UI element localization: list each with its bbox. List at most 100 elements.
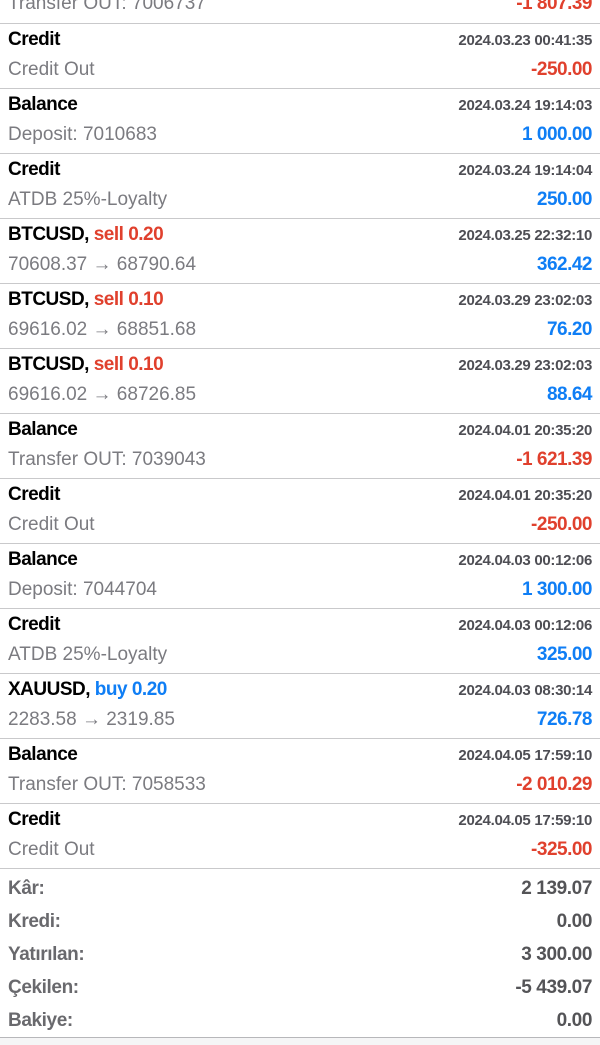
transaction-detail-line: ATDB 25%-Loyalty 325.00: [8, 642, 593, 672]
transaction-header-line: Balance 2024.04.01 20:35:20: [8, 419, 592, 447]
transaction-row[interactable]: Balance 2024.03.24 19:14:03 Deposit: 701…: [0, 89, 600, 154]
transaction-detail: Transfer OUT: 7058533: [8, 774, 206, 795]
transaction-header-line: BTCUSD, sell 0.10 2024.03.29 23:02:03: [8, 354, 592, 382]
transaction-row[interactable]: XAUUSD, buy 0.20 2024.04.03 08:30:14 228…: [0, 674, 600, 739]
transaction-header-line: Credit 2024.04.03 00:12:06: [8, 614, 592, 642]
transaction-row[interactable]: Credit 2024.03.23 00:41:35 Credit Out -2…: [0, 24, 600, 89]
summary-row: Çekilen: -5 439.07: [8, 977, 592, 1010]
transaction-detail: 70608.37 → 68790.64: [8, 254, 197, 275]
transaction-list: Credit 2024.03.23 00:41:35 Credit Out -2…: [0, 24, 600, 869]
transaction-amount: 1 300.00: [522, 579, 592, 600]
transaction-row[interactable]: Balance 2024.04.05 17:59:10 Transfer OUT…: [0, 739, 600, 804]
transaction-detail: 2283.58 → 2319.85: [8, 709, 175, 730]
transaction-row[interactable]: Balance 2024.04.03 00:12:06 Deposit: 704…: [0, 544, 600, 609]
transaction-type: BTCUSD, sell 0.10: [8, 289, 164, 311]
transaction-header-line: XAUUSD, buy 0.20 2024.04.03 08:30:14: [8, 679, 592, 707]
transaction-symbol: Credit: [8, 809, 60, 830]
transaction-amount: -325.00: [531, 839, 592, 860]
transaction-symbol: Credit: [8, 484, 60, 505]
transaction-datetime: 2024.03.29 23:02:03: [458, 357, 592, 374]
transaction-header-line: BTCUSD, sell 0.10 2024.03.29 23:02:03: [8, 289, 592, 317]
transaction-detail: 69616.02 → 68851.68: [8, 319, 197, 340]
transaction-row[interactable]: Credit 2024.04.05 17:59:10 Credit Out -3…: [0, 804, 600, 869]
transaction-header-line: Balance 2024.04.05 17:59:10: [8, 744, 592, 772]
summary-value: -5 439.07: [515, 977, 592, 998]
transaction-type: Credit: [8, 809, 60, 831]
transaction-amount: 726.78: [536, 709, 593, 730]
transaction-action: sell 0.10: [93, 289, 164, 310]
transaction-header-line: Balance 2024.03.24 19:14:03: [8, 94, 592, 122]
transaction-detail-line: ATDB 25%-Loyalty 250.00: [8, 187, 593, 217]
transaction-type: Balance: [8, 549, 78, 571]
transaction-amount: -1 621.39: [516, 449, 592, 470]
transaction-row[interactable]: Credit 2024.04.01 20:35:20 Credit Out -2…: [0, 479, 600, 544]
transaction-detail: Transfer OUT: 7006737: [8, 0, 206, 14]
summary-label: Bakiye:: [8, 1010, 73, 1031]
summary-label: Kredi:: [8, 911, 61, 932]
summary-label: Çekilen:: [8, 977, 79, 998]
transaction-datetime: 2024.04.01 20:35:20: [458, 422, 592, 439]
transaction-amount: 88.64: [546, 384, 593, 405]
transaction-amount: -250.00: [531, 59, 592, 80]
transaction-detail: Credit Out: [8, 839, 95, 860]
summary-row: Bakiye: 0.00: [8, 1010, 592, 1043]
transaction-detail: Deposit: 7010683: [8, 124, 157, 145]
summary-value: 3 300.00: [521, 944, 592, 965]
summary-value: 0.00: [556, 1010, 593, 1031]
transaction-symbol: BTCUSD,: [8, 289, 94, 310]
transaction-detail-line: Transfer OUT: 7039043 -1 621.39: [8, 447, 592, 477]
transaction-amount: 250.00: [536, 189, 593, 210]
transaction-type: Balance: [8, 419, 78, 441]
transaction-detail-line: 2283.58 → 2319.85 726.78: [8, 707, 593, 737]
transaction-detail: ATDB 25%-Loyalty: [8, 189, 168, 210]
transaction-symbol: Credit: [8, 29, 60, 50]
transaction-row[interactable]: BTCUSD, sell 0.10 2024.03.29 23:02:03 69…: [0, 284, 600, 349]
transaction-symbol: Balance: [8, 419, 78, 440]
transaction-detail-line: Transfer OUT: 7058533 -2 010.29: [8, 772, 592, 802]
transaction-symbol: BTCUSD,: [8, 354, 94, 375]
summary-value: 0.00: [556, 911, 593, 932]
transaction-symbol: BTCUSD,: [8, 224, 94, 245]
transaction-datetime: 2024.03.24 19:14:04: [458, 162, 592, 179]
transaction-row[interactable]: BTCUSD, sell 0.10 2024.03.29 23:02:03 69…: [0, 349, 600, 414]
transaction-detail: 69616.02 → 68726.85: [8, 384, 197, 405]
bottom-divider-bar: [0, 1037, 600, 1045]
transaction-detail-line: Credit Out -250.00: [8, 512, 592, 542]
transaction-type: BTCUSD, sell 0.10: [8, 354, 164, 376]
transaction-symbol: Balance: [8, 744, 78, 765]
summary-label: Kâr:: [8, 878, 45, 899]
transaction-type: Balance: [8, 744, 78, 766]
account-summary: Kâr: 2 139.07 Kredi: 0.00 Yatırılan: 3 3…: [0, 869, 600, 1037]
transaction-type: Credit: [8, 159, 60, 181]
transaction-symbol: XAUUSD,: [8, 679, 95, 700]
transaction-detail-line: Deposit: 7044704 1 300.00: [8, 577, 592, 607]
transaction-symbol: Credit: [8, 159, 60, 180]
transaction-detail-line: 70608.37 → 68790.64 362.42: [8, 252, 593, 282]
summary-value: 2 139.07: [521, 878, 592, 899]
transaction-datetime: 2024.03.29 23:02:03: [458, 292, 592, 309]
summary-row: Kredi: 0.00: [8, 911, 592, 944]
transaction-type: Credit: [8, 484, 60, 506]
transaction-row[interactable]: Credit 2024.04.03 00:12:06 ATDB 25%-Loya…: [0, 609, 600, 674]
transaction-detail: Deposit: 7044704: [8, 579, 157, 600]
transaction-datetime: 2024.03.23 00:41:35: [458, 32, 592, 49]
transaction-detail-line: Deposit: 7010683 1 000.00: [8, 122, 592, 152]
transaction-header-line: Credit 2024.04.01 20:35:20: [8, 484, 592, 512]
transaction-row[interactable]: Balance 2024.04.01 20:35:20 Transfer OUT…: [0, 414, 600, 479]
transaction-amount: 76.20: [546, 319, 593, 340]
transaction-row[interactable]: Credit 2024.03.24 19:14:04 ATDB 25%-Loya…: [0, 154, 600, 219]
transaction-detail-line: 69616.02 → 68726.85 88.64: [8, 382, 593, 412]
transaction-datetime: 2024.04.05 17:59:10: [458, 747, 592, 764]
transaction-action: buy 0.20: [94, 679, 168, 700]
transaction-row-clipped[interactable]: Transfer OUT: 7006737 -1 807.39: [0, 0, 600, 24]
transaction-header-line: Credit 2024.04.05 17:59:10: [8, 809, 592, 837]
transaction-detail-line: Credit Out -325.00: [8, 837, 592, 867]
transaction-datetime: 2024.03.25 22:32:10: [458, 227, 592, 244]
transaction-header-line: Credit 2024.03.23 00:41:35: [8, 29, 592, 57]
transaction-datetime: 2024.03.24 19:14:03: [458, 97, 592, 114]
transaction-row[interactable]: BTCUSD, sell 0.20 2024.03.25 22:32:10 70…: [0, 219, 600, 284]
transaction-action: sell 0.20: [93, 224, 164, 245]
transaction-type: Balance: [8, 94, 78, 116]
transaction-detail-line: 69616.02 → 68851.68 76.20: [8, 317, 593, 347]
